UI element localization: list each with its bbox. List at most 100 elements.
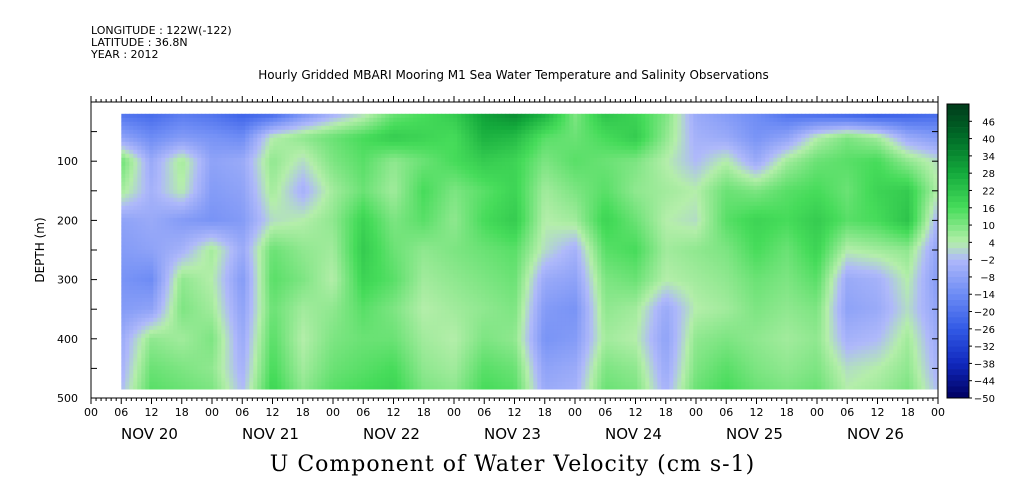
heatmap-cell <box>757 157 762 163</box>
heatmap-cell <box>421 197 426 203</box>
heatmap-cell <box>693 129 698 135</box>
heatmap-cell <box>697 185 702 191</box>
heatmap-cell <box>705 137 710 143</box>
heatmap-cell <box>625 153 630 159</box>
heatmap-cell <box>345 125 350 131</box>
heatmap-cell <box>225 181 230 187</box>
heatmap-cell <box>289 165 294 171</box>
heatmap-cell <box>201 157 206 163</box>
heatmap-cell <box>533 201 538 207</box>
heatmap-cell <box>593 117 598 123</box>
heatmap-cell <box>333 185 338 191</box>
heatmap-cell <box>217 153 222 159</box>
heatmap-cell <box>277 205 282 211</box>
heatmap-cell <box>697 193 702 199</box>
heatmap-cell <box>861 197 866 203</box>
heatmap-cell <box>545 157 550 163</box>
heatmap-cell <box>661 129 666 135</box>
heatmap-cell <box>541 141 546 147</box>
heatmap-cell <box>173 165 178 171</box>
heatmap-cell <box>381 185 386 191</box>
heatmap-cell <box>705 161 710 167</box>
heatmap-cell <box>661 113 666 119</box>
heatmap-cell <box>177 145 182 151</box>
heatmap-cell <box>421 201 426 207</box>
heatmap-cell <box>329 165 334 171</box>
heatmap-cell <box>829 113 834 119</box>
heatmap-cell <box>329 121 334 127</box>
heatmap-cell <box>485 185 490 191</box>
heatmap-cell <box>585 201 590 207</box>
heatmap-cell <box>141 145 146 151</box>
heatmap-cell <box>425 205 430 211</box>
heatmap-cell <box>141 169 146 175</box>
heatmap-cell <box>229 113 234 119</box>
heatmap-cell <box>901 157 906 163</box>
heatmap-cell <box>413 137 418 143</box>
heatmap-cell <box>277 165 282 171</box>
heatmap-cell <box>885 185 890 191</box>
heatmap-cell <box>161 149 166 155</box>
heatmap-cell <box>785 125 790 131</box>
heatmap-cell <box>769 125 774 131</box>
heatmap-cell <box>561 173 566 179</box>
heatmap-cell <box>833 201 838 207</box>
heatmap-cell <box>149 157 154 163</box>
heatmap-cell <box>809 133 814 139</box>
heatmap-cell <box>325 117 330 123</box>
heatmap-cell <box>241 185 246 191</box>
heatmap-cell <box>761 153 766 159</box>
heatmap-cell <box>609 149 614 155</box>
heatmap-cell <box>585 169 590 175</box>
heatmap-cell <box>401 189 406 195</box>
heatmap-cell <box>449 201 454 207</box>
heatmap-cell <box>613 129 618 135</box>
heatmap-cell <box>265 201 270 207</box>
heatmap-cell <box>229 177 234 183</box>
heatmap-cell <box>677 149 682 155</box>
heatmap-cell <box>733 201 738 207</box>
heatmap-cell <box>885 117 890 123</box>
heatmap-cell <box>125 209 130 215</box>
heatmap-cell <box>869 145 874 151</box>
heatmap-cell <box>901 205 906 211</box>
heatmap-cell <box>737 117 742 123</box>
heatmap-cell <box>497 169 502 175</box>
heatmap-cell <box>449 193 454 199</box>
heatmap-cell <box>641 189 646 195</box>
heatmap-cell <box>273 177 278 183</box>
heatmap-cell <box>741 185 746 191</box>
heatmap-cell <box>581 193 586 199</box>
heatmap-cell <box>917 121 922 127</box>
heatmap-cell <box>197 121 202 127</box>
heatmap-cell <box>189 149 194 155</box>
heatmap-cell <box>217 169 222 175</box>
heatmap-cell <box>313 173 318 179</box>
heatmap-cell <box>365 141 370 147</box>
heatmap-cell <box>621 205 626 211</box>
heatmap-cell <box>533 181 538 187</box>
heatmap-cell <box>637 117 642 123</box>
heatmap-cell <box>685 129 690 135</box>
heatmap-cell <box>881 141 886 147</box>
heatmap-cell <box>345 201 350 207</box>
heatmap-cell <box>829 165 834 171</box>
heatmap-cell <box>557 137 562 143</box>
heatmap-cell <box>317 113 322 119</box>
heatmap-cell <box>653 121 658 127</box>
heatmap-cell <box>265 205 270 211</box>
heatmap-cell <box>905 177 910 183</box>
heatmap-cell <box>665 173 670 179</box>
heatmap-cell <box>369 201 374 207</box>
heatmap-cell <box>353 133 358 139</box>
heatmap-cell <box>789 157 794 163</box>
heatmap-cell <box>845 149 850 155</box>
heatmap-cell <box>617 177 622 183</box>
heatmap-cell <box>909 189 914 195</box>
heatmap-cell <box>629 181 634 187</box>
heatmap-cell <box>773 145 778 151</box>
heatmap-cell <box>861 161 866 167</box>
heatmap-cell <box>513 189 518 195</box>
heatmap-cell <box>193 209 198 215</box>
heatmap-cell <box>369 125 374 131</box>
